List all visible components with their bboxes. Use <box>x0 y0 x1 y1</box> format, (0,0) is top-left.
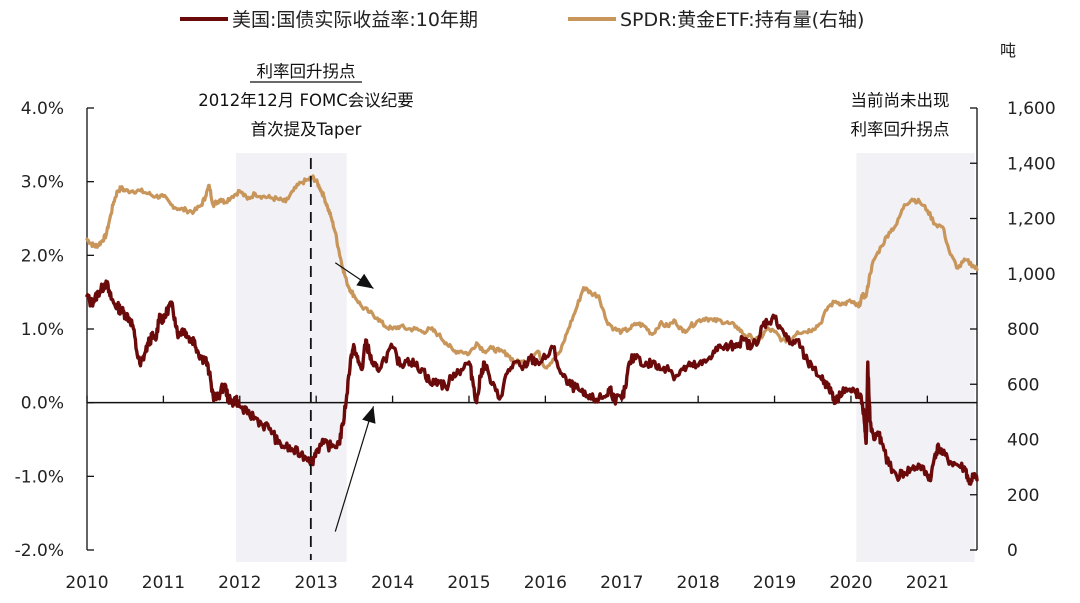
x-tick-label: 2010 <box>65 573 108 593</box>
y-right-tick-label: 800 <box>1007 320 1039 340</box>
legend: 美国:国债实际收益率:10年期 SPDR:黄金ETF:持有量(右轴) <box>180 9 864 31</box>
x-tick-label: 2021 <box>906 573 949 593</box>
annotation-left-line-1: 利率回升拐点 <box>257 62 356 81</box>
axes: -2.0% -1.0% 0.0% 1.0% 2.0% 3.0% 4.0% 0 200 400 600… <box>15 99 1056 593</box>
y-right-tick-label: 1,400 <box>1007 154 1056 174</box>
y-right-tick-label: 1,200 <box>1007 210 1056 230</box>
annotation-left: 利率回升拐点 2012年12月 FOMC会议纪要 首次提及Taper <box>198 62 413 139</box>
annotation-arrow-shaft <box>334 406 375 532</box>
right-axis-unit-label: 吨 <box>1000 41 1016 60</box>
x-tick-label: 2019 <box>753 573 796 593</box>
series-line-gold-etf-holdings <box>85 174 979 370</box>
y-left-tick-label: 0.0% <box>21 394 64 414</box>
shaded-region-2 <box>856 153 975 562</box>
x-tick-label: 2013 <box>295 573 338 593</box>
annotation-right: 当前尚未出现 利率回升拐点 <box>851 91 950 139</box>
annotation-arrow-head <box>362 406 376 424</box>
y-right-tick-label: 600 <box>1007 375 1039 395</box>
shaded-regions <box>235 153 975 562</box>
y-left-tick-label: 4.0% <box>21 99 64 119</box>
x-tick-label: 2014 <box>371 573 414 593</box>
y-right-tick-label: 400 <box>1007 431 1039 451</box>
x-tick-label: 2018 <box>677 573 720 593</box>
y-left-tick-label: 2.0% <box>21 246 64 266</box>
x-tick-label: 2016 <box>524 573 567 593</box>
x-tick-label: 2017 <box>600 573 643 593</box>
x-tick-label: 2012 <box>218 573 261 593</box>
series-layer <box>85 174 979 486</box>
y-right-tick-label: 1,600 <box>1007 99 1056 119</box>
y-right-tick-label: 0 <box>1007 541 1018 561</box>
y-right-tick-label: 200 <box>1007 486 1039 506</box>
series-line-real-yield <box>85 279 979 486</box>
x-tick-label: 2015 <box>447 573 490 593</box>
y-left-tick-label: 1.0% <box>21 320 64 340</box>
reference-layer <box>309 158 376 560</box>
legend-label-real-yield: 美国:国债实际收益率:10年期 <box>232 9 478 31</box>
shaded-region-1 <box>235 153 347 562</box>
x-tick-label: 2011 <box>142 573 185 593</box>
annotation-right-line-1: 当前尚未出现 <box>851 91 950 110</box>
annotation-right-line-2: 利率回升拐点 <box>851 120 950 139</box>
annotation-left-line-3: 首次提及Taper <box>251 120 362 139</box>
annotation-arrow-head <box>356 273 374 289</box>
y-right-tick-label: 1,000 <box>1007 265 1056 285</box>
x-tick-label: 2020 <box>829 573 872 593</box>
legend-label-gold-etf: SPDR:黄金ETF:持有量(右轴) <box>620 9 864 31</box>
y-left-tick-label: -1.0% <box>15 467 64 487</box>
y-left-tick-label: -2.0% <box>15 541 64 561</box>
y-left-tick-label: 3.0% <box>21 173 64 193</box>
annotation-left-line-2: 2012年12月 FOMC会议纪要 <box>198 91 413 110</box>
